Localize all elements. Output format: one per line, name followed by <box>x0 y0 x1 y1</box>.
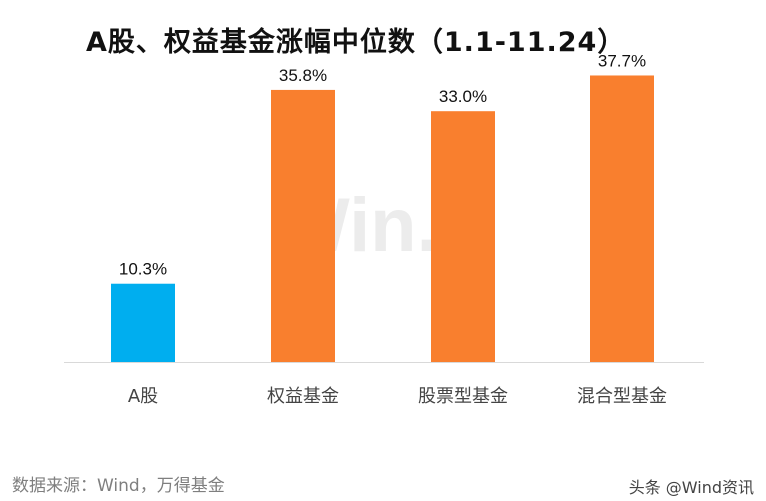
chart-title: A股、权益基金涨幅中位数（1.1-11.24） <box>86 27 626 58</box>
bars-group <box>111 75 654 363</box>
value-label-2: 33.0% <box>439 87 487 106</box>
value-label-0: 10.3% <box>119 260 167 279</box>
credit-text: 头条 @Wind资讯 <box>628 478 754 497</box>
category-labels-group: A股 权益基金 股票型基金 混合型基金 <box>128 386 667 407</box>
value-label-3: 37.7% <box>598 51 646 70</box>
category-label-2: 股票型基金 <box>418 386 508 407</box>
category-label-1: 权益基金 <box>267 386 339 407</box>
value-labels-group: 10.3% 35.8% 33.0% 37.7% <box>119 51 646 278</box>
source-note: 数据来源：Wind，万得基金 <box>12 476 225 496</box>
category-label-0: A股 <box>128 386 158 407</box>
bar-0 <box>111 283 175 362</box>
bar-1 <box>271 89 335 363</box>
bar-3 <box>590 75 654 362</box>
value-label-1: 35.8% <box>279 66 327 85</box>
category-label-3: 混合型基金 <box>577 386 667 407</box>
bar-2 <box>431 111 495 362</box>
